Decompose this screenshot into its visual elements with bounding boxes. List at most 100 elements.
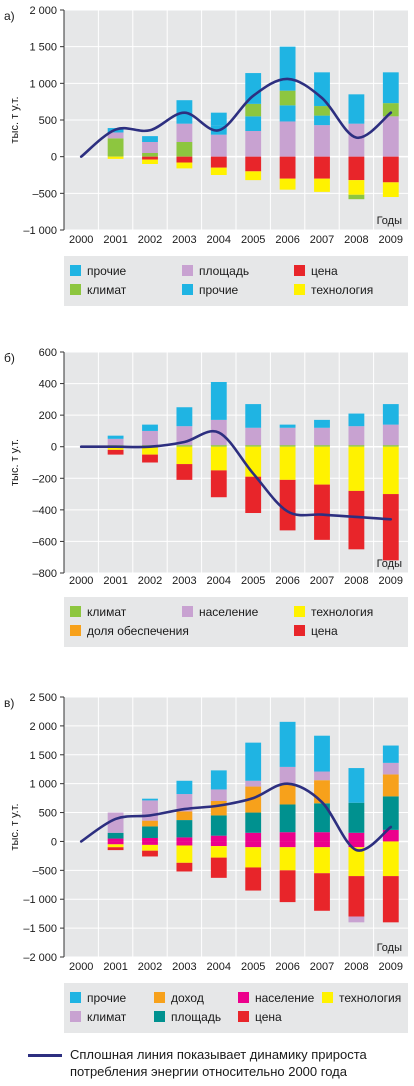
bar-segment-население [314,841,330,848]
bar-segment-доход [382,774,399,797]
bar-segment-прочие [210,381,227,420]
legend-swatch-площадь [182,265,193,276]
bar-segment-технология [142,844,158,851]
bar-segment-площадь [245,812,262,833]
bar-segment-площадь [279,804,296,833]
bar-segment-прочие [382,745,399,763]
bar-segment-технология [176,162,193,169]
x-tick-label: 2006 [275,575,299,587]
bar-segment-технология [348,847,365,877]
bar-segment-технология [348,180,365,195]
bar-segment-цена [382,156,399,183]
y-tick-label: –800 [33,568,57,580]
bar-segment-климат [279,90,296,106]
y-tick-label: –600 [33,536,57,548]
bar-segment-прочие [382,72,399,104]
legend-swatch-климат [70,1011,81,1022]
legend-label-климат: климат [87,1010,127,1024]
x-tick-label: 2003 [172,234,196,246]
x-tick-label: 2007 [310,961,334,973]
x-tick-label: 2008 [344,234,368,246]
bar-segment-технология [279,446,296,480]
y-tick-label: 2 000 [29,5,57,17]
legend-swatch-прочие [70,992,81,1003]
x-tick-label: 2005 [241,575,265,587]
legend-swatch-доля обеспечения [70,625,81,636]
bar-segment-население [142,430,158,446]
chart-panel-3: –2 000 –1 500 –1 000 –500 0 500 1 000 1 500 2 00… [4,692,408,1033]
bar-segment-население [382,424,399,446]
legend-swatch-климат [70,284,81,295]
bar-segment-цена [348,490,365,550]
x-tick-label: 2005 [241,961,265,973]
y-tick-label: –1 000 [23,225,57,237]
bar-segment-площадь [348,123,365,157]
y-tick-label: –2 000 [23,952,57,964]
bar-segment-население [245,832,262,842]
legend-label-климат: климат [87,605,127,619]
x-tick-label: 2004 [207,575,231,587]
bar-segment-прочие [279,105,296,122]
legend-label-население: население [199,605,259,619]
bar-segment-доход [142,820,158,827]
y-tick-label: 1 500 [29,42,57,54]
bar-segment-цена [245,156,262,172]
y-tick-label: –400 [33,505,57,517]
y-tick-label: –1 500 [23,923,57,935]
legend [64,256,408,306]
bar-segment-площадь [142,142,158,153]
bar-segment-прочие [382,404,399,425]
bar-segment-население [382,829,399,842]
bar-segment-цена [245,867,262,891]
bar-segment-цена [382,876,399,923]
bar-segment-технология [107,446,124,450]
bar-segment-цена [210,470,227,498]
bar-segment-климат [279,445,296,447]
bar-segment-население [279,832,296,842]
bar-segment-площадь [176,820,193,838]
x-tick-label: 2006 [275,234,299,246]
x-tick-label: 2008 [344,575,368,587]
bar-segment-площадь [107,832,124,839]
legend-swatch-население [182,606,193,617]
bar-segment-технология [176,845,193,863]
bar-segment-прочие [107,435,124,439]
bar-segment-климат [279,766,296,785]
bar-segment-технология [382,182,399,197]
bar-segment-население [314,427,330,446]
consumption-growth-line [79,782,393,852]
bar-segment-площадь [314,125,330,157]
bar-segment-цена [176,464,193,480]
bar-segment-население [107,838,124,842]
chart-panel-1: –1 000 –500 0 500 1 000 1 500 2 000 а) тыс. т у.… [4,5,408,306]
bar-segment-климат [314,445,330,447]
x-tick-label: 2000 [69,575,93,587]
bar-segment-технология [210,167,227,175]
x-tick-label: 2009 [379,575,403,587]
bar-segment-цена [314,156,330,179]
legend-swatch-технология [294,606,305,617]
bar-segment-технология [176,446,193,465]
y-tick-label: 500 [39,115,57,127]
bar-segment-площадь [176,123,193,142]
bar-segment-цена [348,156,365,181]
x-tick-label: 2007 [310,575,334,587]
bar-segment-население [176,837,193,842]
bar-segment-прочие [245,116,262,131]
bar-segment-цена [279,870,296,903]
bar-segment-цена [210,156,227,168]
bar-segment-население [245,427,262,446]
y-tick-label: 400 [39,379,57,391]
bar-segment-климат [245,103,262,117]
bar-segment-площадь [314,803,330,833]
x-tick-label: 2000 [69,234,93,246]
legend-label-климат: климат [87,283,127,297]
x-tick-label: 2002 [138,575,162,587]
legend-swatch-население [238,992,249,1003]
x-axis-label: Годы [377,558,403,570]
legend-swatch-климат [70,606,81,617]
legend-label-площадь: площадь [199,264,249,278]
bar-segment-площадь [245,131,262,157]
bar-segment-климат [245,780,262,787]
